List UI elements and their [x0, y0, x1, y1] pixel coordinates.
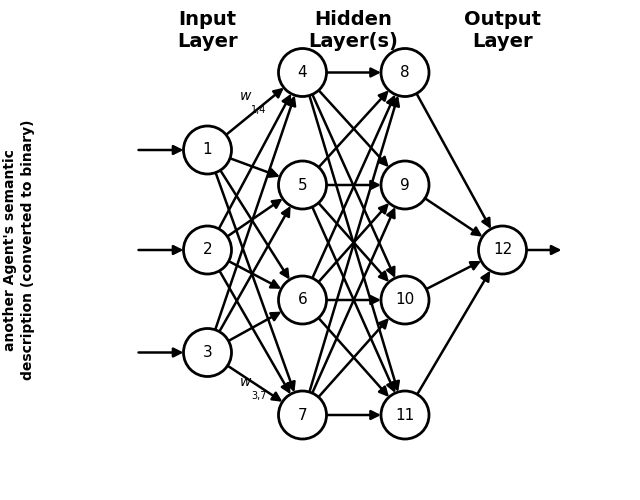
Circle shape	[381, 48, 429, 96]
Circle shape	[479, 226, 527, 274]
Circle shape	[184, 126, 232, 174]
Text: another Agent's semantic
description (converted to binary): another Agent's semantic description (co…	[3, 120, 35, 380]
Text: 12: 12	[493, 242, 512, 258]
Circle shape	[381, 161, 429, 209]
Circle shape	[184, 328, 232, 376]
Circle shape	[184, 226, 232, 274]
Text: 4: 4	[298, 65, 307, 80]
Text: 9: 9	[400, 178, 410, 192]
Text: Input
Layer: Input Layer	[177, 10, 238, 51]
Text: Hidden
Layer(s): Hidden Layer(s)	[308, 10, 399, 51]
Text: 10: 10	[396, 292, 415, 308]
Text: w: w	[240, 89, 252, 103]
Text: 11: 11	[396, 408, 415, 422]
Circle shape	[381, 276, 429, 324]
Circle shape	[278, 276, 326, 324]
Circle shape	[278, 161, 326, 209]
Circle shape	[278, 391, 326, 439]
Text: Output
Layer: Output Layer	[464, 10, 541, 51]
Text: 1,4: 1,4	[251, 104, 266, 115]
Text: 3,7: 3,7	[251, 390, 266, 400]
Circle shape	[278, 48, 326, 96]
Text: 6: 6	[298, 292, 307, 308]
Text: 1: 1	[203, 142, 212, 158]
Text: w: w	[240, 375, 252, 389]
Text: 2: 2	[203, 242, 212, 258]
Circle shape	[381, 391, 429, 439]
Text: 8: 8	[400, 65, 410, 80]
Text: 3: 3	[203, 345, 212, 360]
Text: 7: 7	[298, 408, 307, 422]
Text: 5: 5	[298, 178, 307, 192]
